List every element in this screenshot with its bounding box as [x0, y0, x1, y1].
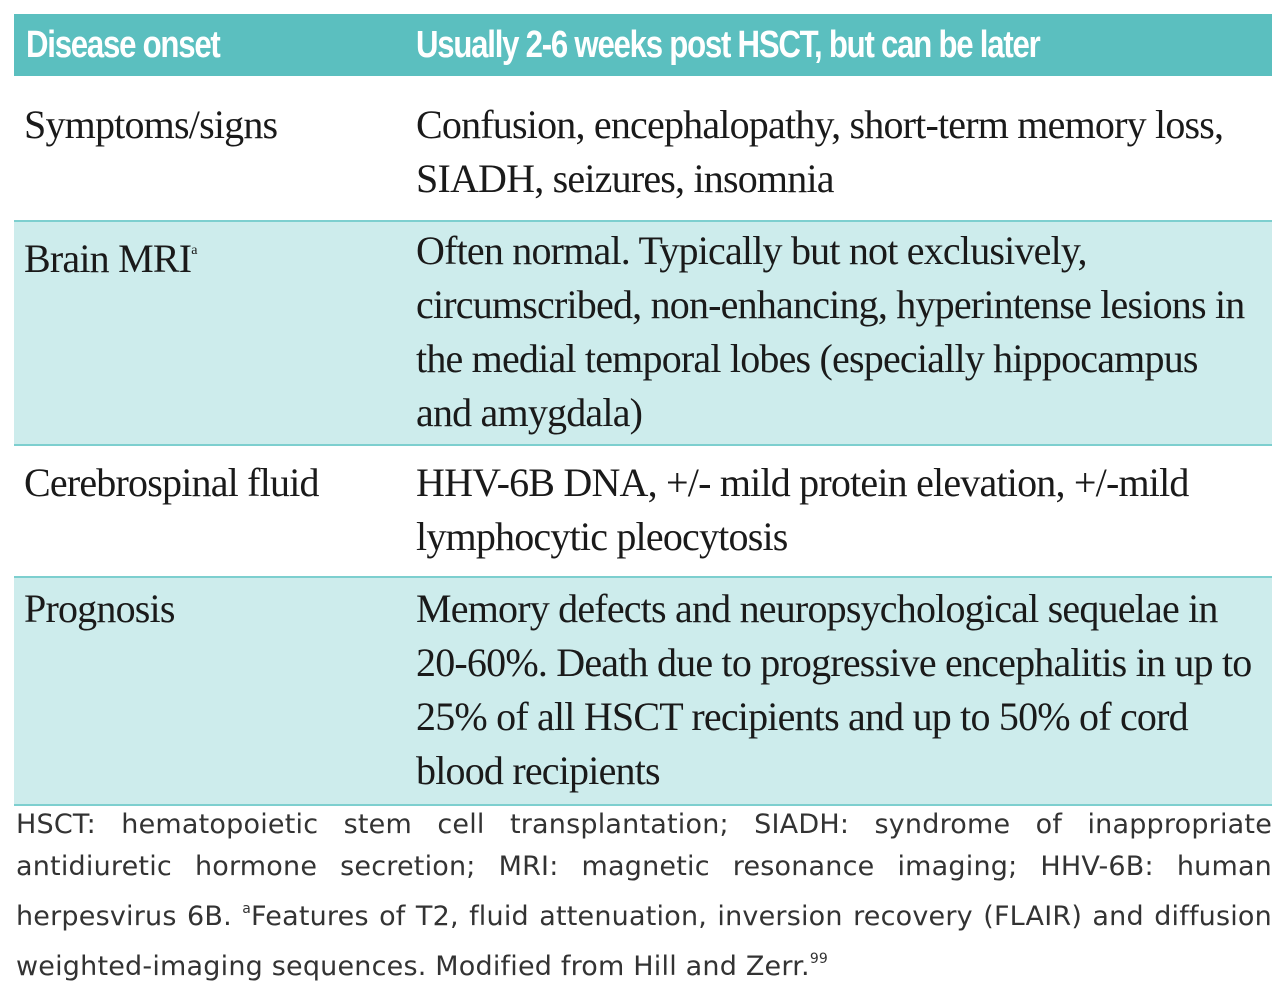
row-text: Often normal. Typically but not exclusiv…	[416, 228, 1245, 435]
table-row: Brain MRIa Often normal. Typically but n…	[14, 220, 1272, 444]
header-col1: Disease onset	[26, 23, 221, 66]
table-row: Symptoms/signs Confusion, encephalopathy…	[14, 76, 1272, 220]
row-label: Prognosis	[24, 586, 175, 631]
row-text: Confusion, encephalopathy, short-term me…	[416, 102, 1224, 201]
reference-marker: 99	[809, 951, 829, 967]
table-row: Prognosis Memory defects and neuropsycho…	[14, 576, 1272, 806]
row-text: HHV-6B DNA, +/- mild protein elevation, …	[416, 460, 1189, 559]
table-row: Cerebrospinal fluid HHV-6B DNA, +/- mild…	[14, 444, 1272, 576]
footnote-marker: a	[242, 901, 252, 917]
table-header: Disease onset Usually 2-6 weeks post HSC…	[14, 14, 1272, 76]
header-col2: Usually 2-6 weeks post HSCT, but can be …	[416, 23, 1041, 66]
row-label: Brain MRIa	[24, 236, 198, 281]
row-label: Symptoms/signs	[24, 102, 278, 147]
table-footnote: HSCT: hematopoietic stem cell transplant…	[16, 809, 1272, 982]
row-text: Memory defects and neuropsychological se…	[416, 586, 1252, 793]
row-label: Cerebrospinal fluid	[24, 460, 320, 505]
clinical-features-table: Disease onset Usually 2-6 weeks post HSC…	[14, 14, 1272, 806]
footnote-marker: a	[191, 243, 198, 258]
